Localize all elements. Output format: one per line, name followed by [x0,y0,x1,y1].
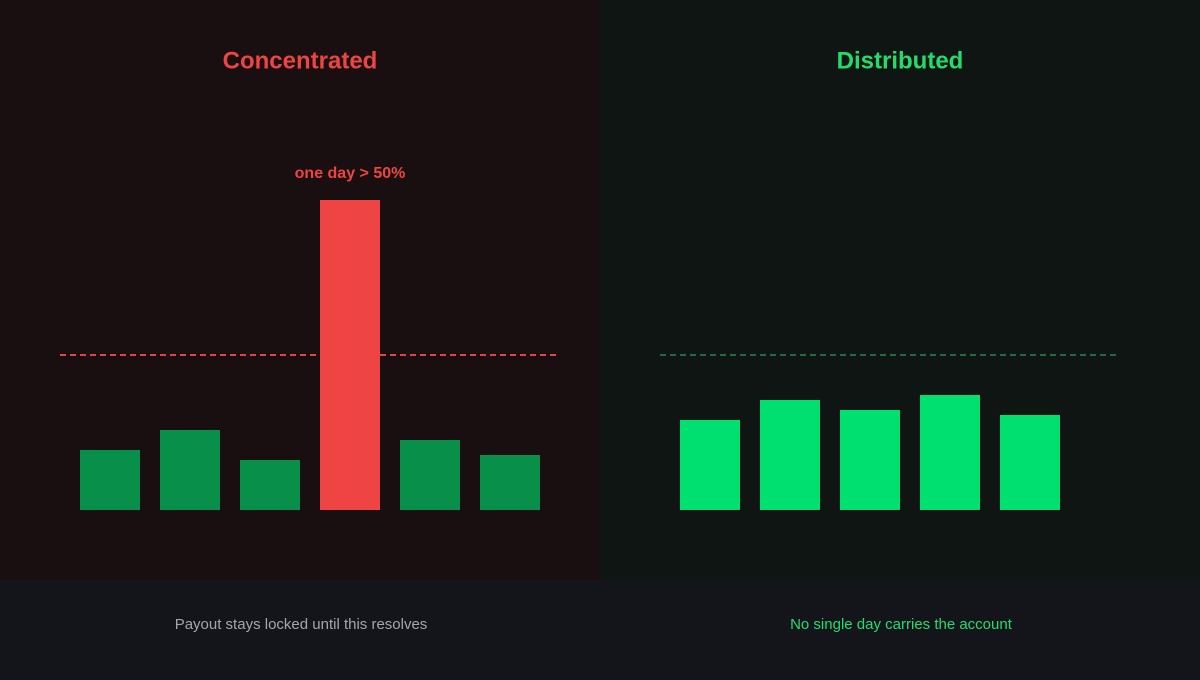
bar [480,455,540,510]
annotation: one day > 50% [295,165,406,182]
bar [80,450,140,510]
panel-title: Concentrated [223,47,378,74]
panel-title: Distributed [837,47,964,74]
bar [400,440,460,510]
bar [760,400,820,510]
bar [160,430,220,510]
bar [840,410,900,510]
caption: No single day carries the account [790,616,1013,633]
bar [1000,415,1060,510]
caption: Payout stays locked until this resolves [175,616,428,633]
bar [240,460,300,510]
bar [320,200,380,510]
bar [680,420,740,510]
bar [920,395,980,510]
footer [0,580,1200,675]
